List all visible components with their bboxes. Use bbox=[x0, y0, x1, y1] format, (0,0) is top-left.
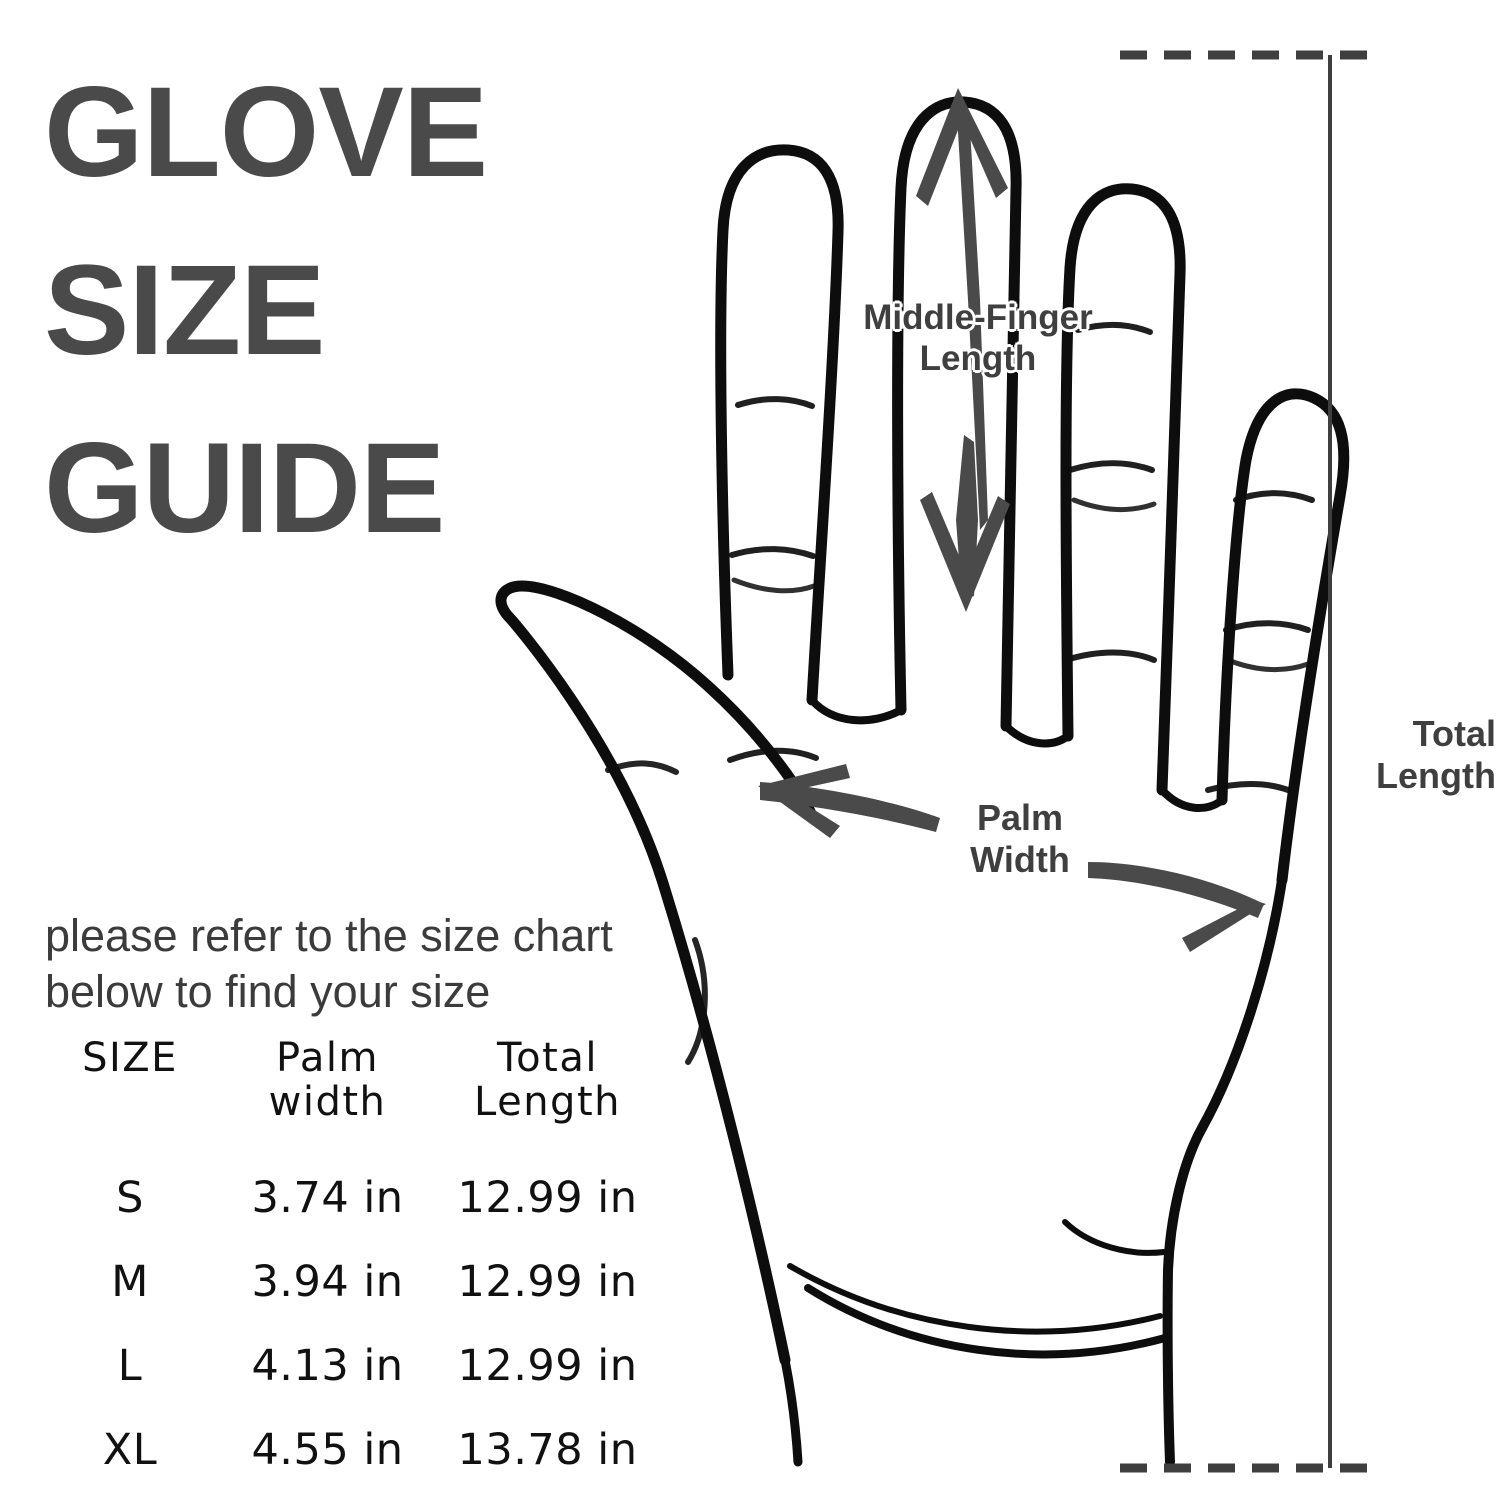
column-header-total-length: Total Length bbox=[435, 1036, 660, 1164]
instruction-text: please refer to the size chart below to … bbox=[45, 910, 613, 1017]
column-header-palm-line-1: Palm bbox=[276, 1035, 379, 1081]
label-palm-width-line-1: Palm bbox=[976, 797, 1064, 838]
label-middle-finger-length: Middle-Finger Length bbox=[838, 297, 1118, 380]
column-header-size: SIZE bbox=[40, 1036, 220, 1164]
label-total-length-line-2: Length bbox=[1376, 755, 1496, 797]
cell-total-length: 13.78 in bbox=[457, 1425, 638, 1475]
page-title-line-2: SIZE bbox=[44, 239, 326, 382]
cell-palm-width: 4.55 in bbox=[251, 1425, 404, 1475]
label-middle-finger-length-line-2: Length bbox=[919, 339, 1037, 379]
table-row: M 3.94 in 12.99 in bbox=[40, 1248, 660, 1332]
label-total-length: Total Length bbox=[1348, 713, 1496, 798]
column-header-palm-line-2: width bbox=[268, 1079, 387, 1125]
arrow-left-icon bbox=[758, 764, 940, 838]
table-row: XL 4.55 in 13.78 in bbox=[40, 1416, 660, 1500]
cell-size: M bbox=[111, 1257, 149, 1307]
cell-size: XL bbox=[102, 1425, 158, 1475]
table-row: L 4.13 in 12.99 in bbox=[40, 1332, 660, 1416]
column-header-total-line-1: Total bbox=[497, 1035, 598, 1081]
cell-total-length: 12.99 in bbox=[457, 1173, 638, 1223]
size-chart-table: SIZE Palm width Total Length S 3.74 in 1… bbox=[40, 1036, 660, 1500]
column-header-palm-width: Palm width bbox=[220, 1036, 435, 1164]
arrow-right-icon bbox=[1088, 862, 1266, 952]
arrow-down-icon bbox=[920, 435, 1010, 612]
hand-outline-icon bbox=[495, 96, 1350, 1467]
page-title: GLOVE SIZE GUIDE bbox=[44, 44, 664, 578]
cell-size: S bbox=[116, 1173, 144, 1223]
cell-palm-width: 4.13 in bbox=[251, 1341, 404, 1391]
column-header-total-line-2: Length bbox=[474, 1079, 621, 1125]
cell-size: L bbox=[117, 1341, 143, 1391]
cell-total-length: 12.99 in bbox=[457, 1341, 638, 1391]
page-title-line-3: GUIDE bbox=[44, 417, 445, 560]
label-middle-finger-length-line-1: Middle-Finger bbox=[863, 298, 1093, 337]
column-header-size-label: SIZE bbox=[82, 1035, 178, 1081]
page-title-line-1: GLOVE bbox=[44, 61, 488, 204]
cell-palm-width: 3.94 in bbox=[251, 1257, 404, 1307]
hand-diagram bbox=[495, 50, 1372, 1473]
label-total-length-line-1: Total bbox=[1412, 713, 1496, 754]
label-palm-width-line-2: Width bbox=[970, 839, 1070, 881]
arrow-up-icon bbox=[916, 88, 1008, 530]
cell-total-length: 12.99 in bbox=[457, 1257, 638, 1307]
cell-palm-width: 3.74 in bbox=[251, 1173, 404, 1223]
table-row: S 3.74 in 12.99 in bbox=[40, 1164, 660, 1248]
label-palm-width: Palm Width bbox=[920, 797, 1120, 882]
table-header-row: SIZE Palm width Total Length bbox=[40, 1036, 660, 1164]
